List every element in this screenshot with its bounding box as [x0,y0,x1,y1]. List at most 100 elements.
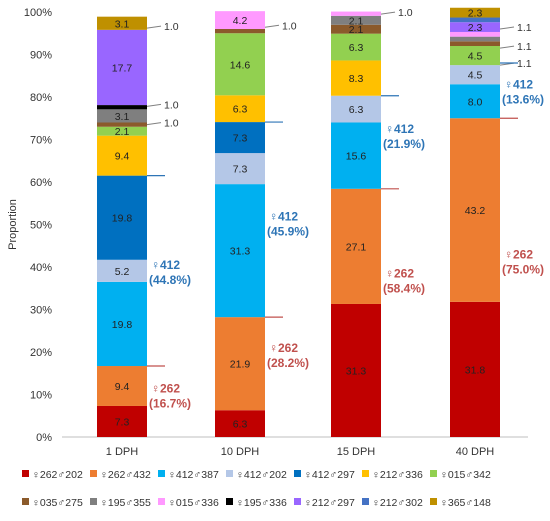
legend-label: ♀262♂432 [100,469,151,481]
segment-label: 14.6 [230,59,251,71]
legend-label: ♀212♂336 [372,469,423,481]
bar-segment [450,41,500,46]
segment-label: 5.2 [115,266,130,278]
group-annotation: ♀412(21.9%) [381,95,425,151]
callout-label: 1.0 [398,7,413,19]
bar-segment [331,60,381,96]
group-label: ♀412 [385,122,414,136]
bar-stack: 6.3 21.9 31.3 7.3 7.3 6.3 14.6 4.2 [215,11,265,437]
legend-item: ♀015♂342 [430,469,491,481]
x-axis: 1 DPH 10 DPH 15 DPH 40 DPH [106,446,495,458]
callout-label: 1.1 [517,58,532,70]
y-axis-title-text: Proportion [7,199,19,250]
group-percent: (28.2%) [267,356,309,370]
segment-label: 6.3 [233,104,248,116]
callout-leader [146,25,162,29]
callout-leader [146,122,162,126]
y-tick-label: 60% [30,177,52,189]
legend-label: ♀195♂355 [100,497,151,509]
callouts: 1.0 1.0 1.0 1.0 1.0 1.1 1.1 1.1 [146,7,532,130]
legend-item: ♀262♂202 [22,469,83,481]
bar-segment [215,410,265,437]
segment-label: 21.9 [230,359,251,371]
legend-label: ♀412♂202 [236,469,287,481]
bar-segment [331,122,381,189]
legend-label: ♀035♂275 [32,497,83,509]
segment-label: 27.1 [346,241,367,253]
segment-label: 2.3 [468,22,483,34]
segment-label: 7.3 [115,416,130,428]
bar-segment [215,29,265,34]
bar-segment [215,11,265,29]
legend-swatch [294,498,301,505]
callout: 1.1 [499,41,532,53]
callout: 1.1 [499,22,532,34]
callout: 1.0 [380,7,413,19]
callout-label: 1.1 [517,22,532,34]
callout: 1.0 [264,20,297,32]
segment-label: 19.8 [112,213,133,225]
bar-segment [331,24,381,34]
callout-leader [264,24,280,28]
bar-segment [97,109,147,123]
segment-label: 7.3 [233,133,248,145]
segment-label: 8.3 [349,73,364,85]
segment-label: 7.3 [233,164,248,176]
bar-segment [215,122,265,154]
bar-segment [450,36,500,42]
y-tick-label: 10% [30,390,52,402]
segment-label: 9.4 [115,381,130,393]
legend-swatch [158,498,165,505]
bar-segment [97,16,147,30]
bar-segment [97,281,147,367]
bar-segment [215,153,265,185]
legend-label: ♀412♂297 [304,469,355,481]
bar-segment [450,46,500,66]
callout-label: 1.1 [517,41,532,53]
legend-item: ♀412♂202 [226,469,287,481]
group-label: ♀412 [504,78,533,92]
bar-segment [450,301,500,437]
callout-label: 1.0 [164,21,179,33]
bars: 7.3 9.4 19.8 5.2 19.8 9.4 2.1 3.1 17.7 3.1 6.3 21.9… [97,8,500,437]
group-percent: (75.0%) [502,263,544,277]
legend-label: ♀365♂148 [440,497,491,509]
bar-segment [331,11,381,16]
bar-segment [97,105,147,110]
callout: 1.1 [499,58,532,70]
bar-segment [97,126,147,136]
x-tick-label: 40 DPH [456,446,495,458]
segment-label: 3.1 [115,111,130,123]
segment-label: 19.8 [112,319,133,331]
callout-leader [146,103,162,107]
legend-swatch [226,498,233,505]
bar-segment [215,33,265,96]
legend-swatch [22,498,29,505]
group-label: ♀262 [504,248,533,262]
legend-swatch [362,498,369,505]
legend-swatch [158,470,165,477]
segment-label: 9.4 [115,151,130,163]
segment-label: 4.5 [468,70,483,82]
group-annotation: ♀412(13.6%) [500,62,544,107]
bar-segment [97,366,147,406]
legend-swatch [90,498,97,505]
y-tick-label: 30% [30,305,52,317]
y-axis: 0% 10% 20% 30% 40% 50% 60% 70% 80% 90% 100% [24,7,528,444]
legend-item: ♀212♂297 [294,497,355,509]
bar-segment [97,135,147,176]
bar-segment [331,95,381,123]
group-annotation: ♀412(45.9%) [265,121,309,238]
legend-swatch [430,470,437,477]
bar-segment [331,303,381,437]
legend-swatch [430,498,437,505]
bar-segment [450,84,500,119]
y-axis-title: Proportion [7,199,19,250]
group-annotation: ♀262(28.2%) [265,316,309,370]
segment-label: 3.1 [115,18,130,30]
x-tick-label: 10 DPH [221,446,260,458]
group-percent: (58.4%) [383,282,425,296]
callout-leader [499,26,515,30]
group-percent: (21.9%) [383,137,425,151]
y-tick-label: 0% [36,432,52,444]
